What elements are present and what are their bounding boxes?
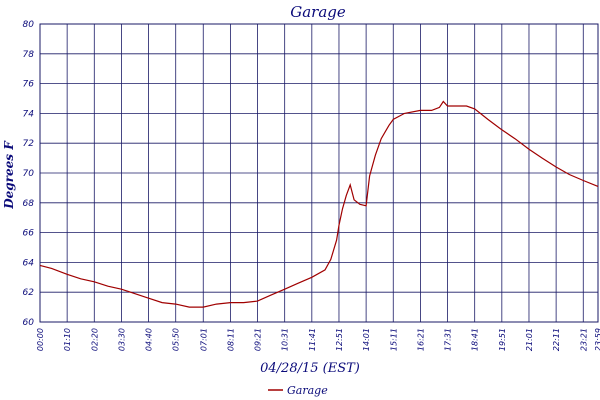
x-tick-label: 23:21: [579, 328, 588, 351]
legend: Garage: [268, 384, 328, 397]
y-tick-label: 68: [23, 199, 35, 209]
x-axis-ticks: 00:00 01:10 02:20 03:30 04:40 05:50 07:01 08:11…: [36, 328, 600, 351]
y-axis-label: Degrees F: [2, 140, 16, 210]
x-tick-label: 11:41: [308, 328, 317, 351]
series-line-garage: [39, 100, 599, 308]
y-tick-label: 70: [23, 169, 35, 179]
x-axis-label: 04/28/15 (EST): [260, 361, 360, 376]
x-tick-label: 16:21: [416, 328, 425, 351]
x-tick-label: 23:59: [594, 328, 600, 351]
x-tick-label: 21:01: [525, 328, 534, 351]
y-axis-ticks: 60 62 64 66 68 70 72 74 76 78 80: [23, 20, 35, 328]
y-tick-label: 64: [23, 258, 35, 268]
y-tick-label: 74: [23, 109, 35, 119]
chart-grid: [39, 23, 599, 323]
x-tick-label: 22:11: [552, 328, 561, 351]
x-tick-label: 15:11: [389, 328, 398, 351]
x-tick-label: 05:50: [172, 328, 181, 351]
x-tick-label: 03:30: [117, 328, 126, 351]
y-tick-label: 78: [23, 50, 35, 60]
x-tick-label: 08:11: [226, 328, 235, 351]
x-tick-label: 00:00: [36, 328, 45, 351]
x-tick-label: 07:01: [199, 328, 208, 351]
x-tick-label: 09:21: [254, 328, 263, 351]
x-tick-label: 19:51: [498, 328, 507, 351]
x-tick-label: 12:51: [335, 328, 344, 351]
x-tick-label: 14:01: [362, 328, 371, 351]
legend-label-garage: Garage: [287, 384, 328, 397]
y-tick-label: 80: [23, 20, 35, 30]
x-tick-label: 02:20: [90, 328, 99, 351]
x-tick-label: 17:31: [444, 328, 453, 351]
x-tick-label: 01:10: [63, 328, 72, 351]
x-tick-label: 04:40: [145, 328, 154, 351]
chart-title: Garage: [290, 3, 346, 21]
x-tick-label: 10:31: [281, 328, 290, 351]
y-tick-label: 76: [23, 80, 35, 90]
y-tick-label: 62: [23, 288, 35, 298]
x-tick-label: 18:41: [471, 328, 480, 351]
y-tick-label: 66: [23, 229, 35, 239]
y-tick-label: 60: [23, 318, 35, 328]
y-tick-label: 72: [23, 139, 35, 149]
